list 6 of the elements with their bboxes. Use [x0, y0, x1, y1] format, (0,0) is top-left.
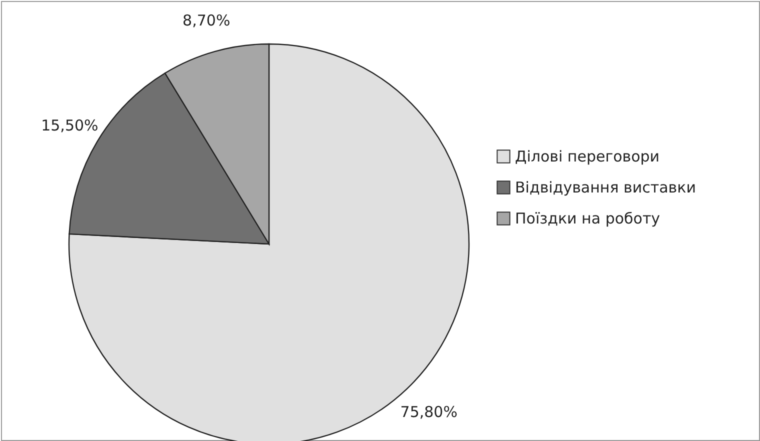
- data-label: 75,80%: [400, 403, 458, 422]
- data-label: 8,70%: [182, 12, 230, 30]
- data-label: 15,50%: [41, 116, 98, 134]
- legend-label: Ділові переговори: [515, 148, 660, 166]
- legend-label: Поїздки на роботу: [515, 210, 660, 228]
- legend-label: Відвідування виставки: [515, 178, 696, 196]
